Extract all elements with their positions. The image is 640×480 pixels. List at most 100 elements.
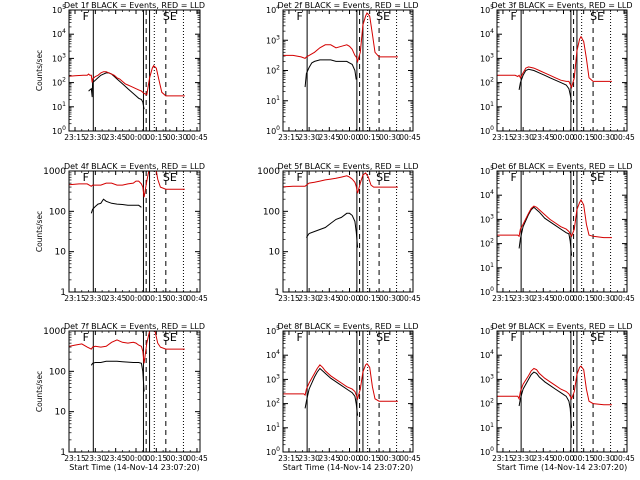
x-tick-label: 00:30 xyxy=(166,133,188,142)
panel-title: Det 6f BLACK = Events, RED = LLD xyxy=(491,162,632,171)
x-tick-label: 00:15 xyxy=(573,454,595,463)
x-tick-label: 00:15 xyxy=(359,294,381,303)
x-tick-label: 23:45 xyxy=(318,133,340,142)
y-axis-label: Counts/sec xyxy=(35,371,44,412)
y-tick-label: 100 xyxy=(49,207,66,217)
x-tick-label: 00:30 xyxy=(593,454,615,463)
x-tick-label: 23:45 xyxy=(532,454,554,463)
x-tick-label: 23:15 xyxy=(64,294,86,303)
y-tick-label: 1 xyxy=(274,288,280,298)
chart-panel-1: 10010110210310410523:1523:3023:4500:0000… xyxy=(35,1,208,142)
x-tick-label: 23:45 xyxy=(105,454,127,463)
y-tick-label: 100 xyxy=(480,125,494,136)
x-tick-label: 00:45 xyxy=(186,454,208,463)
chart-panel-7: 1 10 100 1000 23:1523:3023:4500:0000:1500:30… xyxy=(35,322,208,472)
panel-title: Det 1f BLACK = Events, RED = LLD xyxy=(64,1,205,10)
plot-frame xyxy=(496,9,628,132)
x-tick-label: 23:30 xyxy=(512,133,534,142)
x-tick-label: 00:15 xyxy=(359,454,381,463)
marker-label: SE xyxy=(163,10,177,23)
marker-label: SE xyxy=(163,171,177,184)
marker-label: SE xyxy=(590,10,604,23)
plot-frame xyxy=(282,9,414,132)
plot-frame xyxy=(68,9,201,132)
x-tick-label: 23:15 xyxy=(64,133,86,142)
y-tick-label: 1 xyxy=(60,448,66,458)
x-tick-label: 23:45 xyxy=(318,454,340,463)
x-tick-label: 23:15 xyxy=(492,133,514,142)
x-tick-label: 23:15 xyxy=(278,454,300,463)
series-line-events xyxy=(518,206,573,256)
x-tick-label: 23:45 xyxy=(532,133,554,142)
x-tick-label: 00:45 xyxy=(613,294,635,303)
y-tick-label: 100 xyxy=(263,207,280,217)
plot-frame xyxy=(282,330,414,453)
x-tick-label: 23:15 xyxy=(278,294,300,303)
plot-frame xyxy=(282,170,414,293)
marker-label: F xyxy=(297,331,303,344)
series-line-events xyxy=(304,59,357,88)
marker-label: F xyxy=(511,10,517,23)
x-tick-label: 23:15 xyxy=(492,294,514,303)
panel-title: Det 9f BLACK = Events, RED = LLD xyxy=(491,322,632,331)
series-line-events xyxy=(88,72,145,110)
x-tick-label: 00:45 xyxy=(186,294,208,303)
x-tick-label: 00:15 xyxy=(359,133,381,142)
y-tick-label: 102 xyxy=(480,398,494,409)
plot-frame xyxy=(68,330,201,453)
y-tick-label: 102 xyxy=(52,77,66,88)
x-axis-label: Start Time (14-Nov-14 23:07:20) xyxy=(283,463,413,472)
marker-label: SE xyxy=(590,171,604,184)
x-tick-label: 00:30 xyxy=(593,294,615,303)
y-tick-label: 101 xyxy=(480,422,494,433)
x-axis-label: Start Time (14-Nov-14 23:07:20) xyxy=(69,463,199,472)
x-tick-label: 00:15 xyxy=(146,454,168,463)
x-tick-label: 00:30 xyxy=(166,454,188,463)
x-tick-label: 23:30 xyxy=(298,454,320,463)
panel-title: Det 4f BLACK = Events, RED = LLD xyxy=(64,162,205,171)
marker-label: SE xyxy=(590,331,604,344)
y-tick-label: 100 xyxy=(49,367,66,377)
y-tick-label: 100 xyxy=(480,286,494,297)
panel-title: Det 2f BLACK = Events, RED = LLD xyxy=(277,1,418,10)
y-axis-label: Counts/sec xyxy=(35,211,44,252)
x-tick-label: 00:15 xyxy=(573,133,595,142)
x-tick-label: 00:00 xyxy=(339,454,361,463)
y-tick-label: 1000 xyxy=(257,167,280,177)
series-line-lld xyxy=(69,331,185,364)
panel-title: Det 7f BLACK = Events, RED = LLD xyxy=(64,322,205,331)
y-tick-label: 104 xyxy=(266,4,280,15)
x-tick-label: 00:45 xyxy=(613,454,635,463)
chart-panel-4: 1 10 100 1000 23:1523:3023:4500:0000:1500:30… xyxy=(35,162,208,303)
x-tick-label: 00:30 xyxy=(379,133,401,142)
y-tick-label: 105 xyxy=(480,325,494,336)
chart-panel-3: 10010110210310410523:1523:3023:4500:0000… xyxy=(480,1,635,142)
x-tick-label: 00:00 xyxy=(339,133,361,142)
y-tick-label: 100 xyxy=(480,446,494,457)
x-tick-label: 00:00 xyxy=(553,133,575,142)
y-tick-label: 104 xyxy=(480,349,494,360)
y-tick-label: 101 xyxy=(266,422,280,433)
y-tick-label: 102 xyxy=(480,238,494,249)
y-tick-label: 104 xyxy=(266,349,280,360)
x-tick-label: 00:45 xyxy=(399,133,421,142)
y-tick-label: 102 xyxy=(480,77,494,88)
y-tick-label: 1000 xyxy=(43,327,66,337)
series-line-lld xyxy=(283,172,398,194)
x-tick-label: 23:15 xyxy=(64,454,86,463)
x-tick-label: 23:30 xyxy=(298,294,320,303)
y-tick-label: 105 xyxy=(480,4,494,15)
y-tick-label: 105 xyxy=(266,325,280,336)
y-tick-label: 100 xyxy=(266,446,280,457)
y-tick-label: 103 xyxy=(266,373,280,384)
y-tick-label: 103 xyxy=(266,34,280,45)
marker-label: F xyxy=(511,171,517,184)
x-axis-label: Start Time (14-Nov-14 23:07:20) xyxy=(497,463,627,472)
marker-label: F xyxy=(83,10,89,23)
x-tick-label: 00:00 xyxy=(339,294,361,303)
chart-panel-9: 10010110210310410523:1523:3023:4500:0000… xyxy=(480,322,635,472)
x-tick-label: 00:45 xyxy=(399,294,421,303)
x-tick-label: 23:45 xyxy=(105,133,127,142)
y-tick-label: 10 xyxy=(55,408,67,418)
